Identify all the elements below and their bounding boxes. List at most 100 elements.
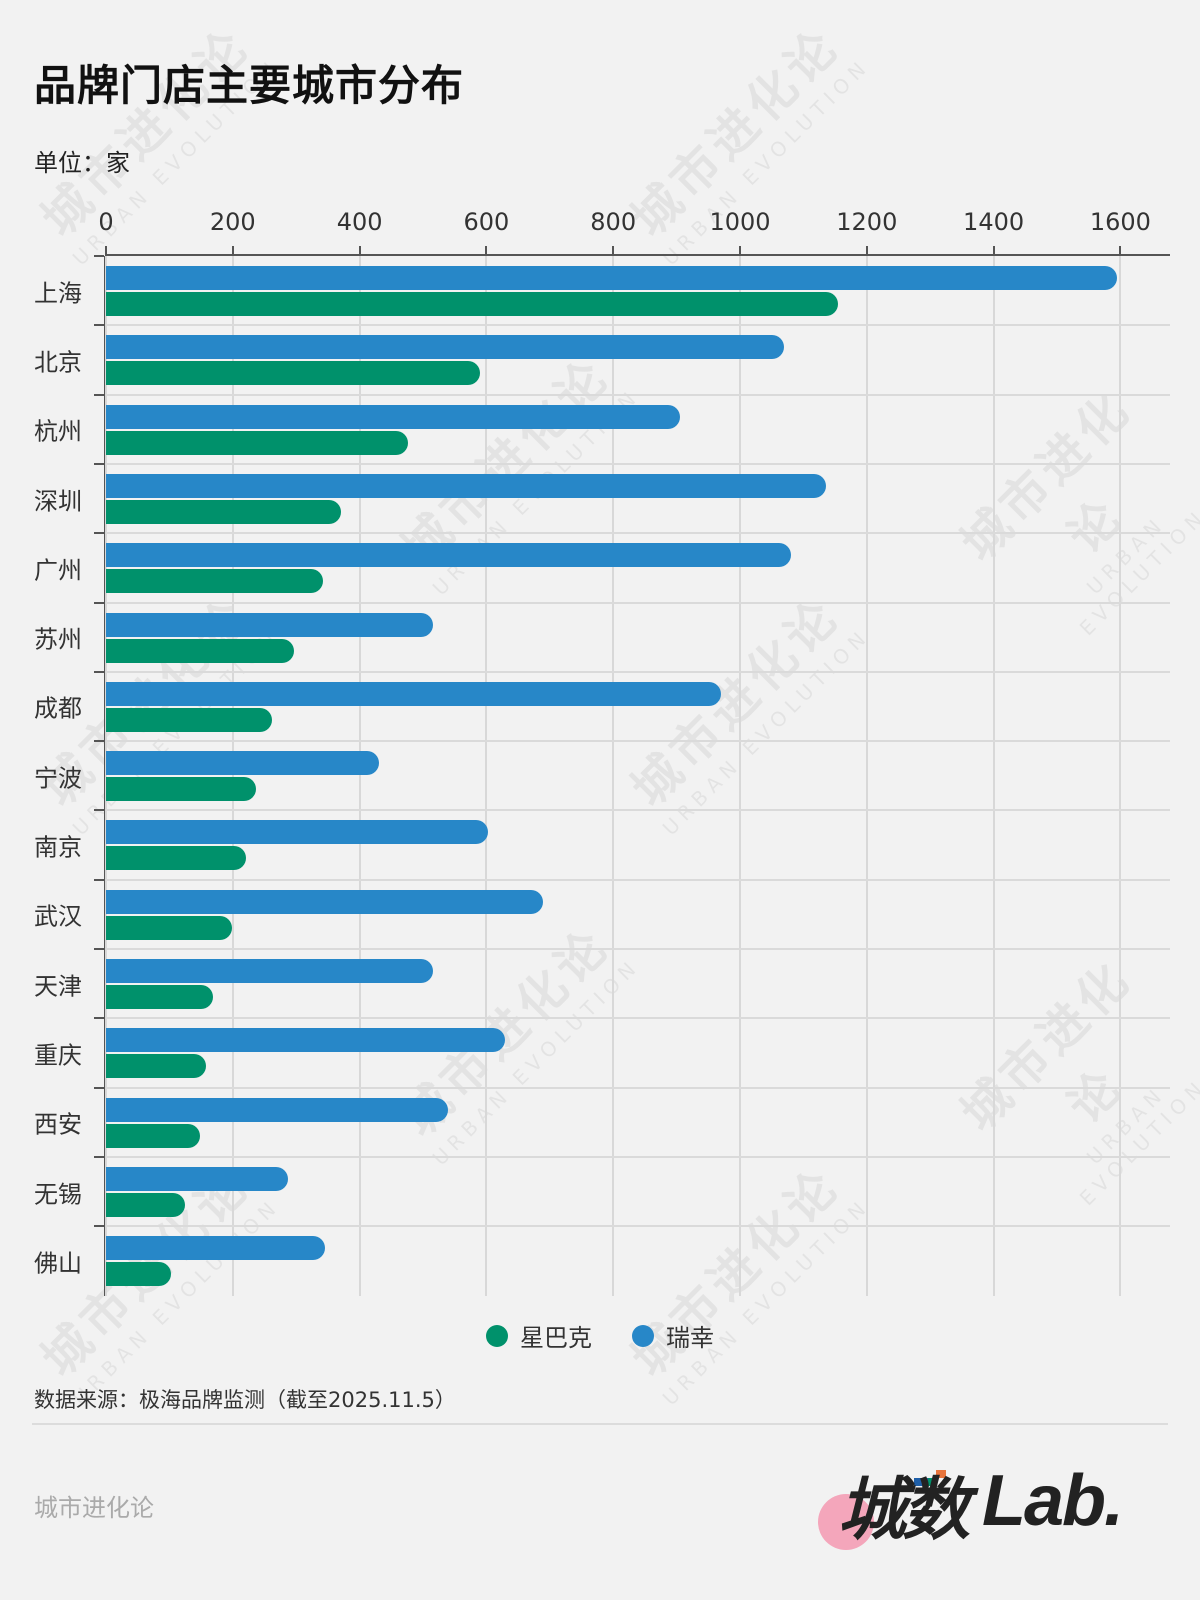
bar-luckin[interactable] xyxy=(106,889,544,914)
y-axis-tick xyxy=(94,1225,104,1228)
x-tick-label: 400 xyxy=(336,208,383,236)
y-category-label: 广州 xyxy=(34,556,82,585)
y-axis-tick xyxy=(94,1017,104,1020)
bar-luckin[interactable] xyxy=(106,266,1118,290)
starbucks-dot-icon xyxy=(486,1324,508,1347)
bar-starbucks[interactable] xyxy=(106,1192,186,1217)
logo-pink-circle-icon xyxy=(818,1494,874,1550)
data-source: 数据来源：极海品牌监测（截至2025.11.5） xyxy=(34,1388,456,1412)
y-axis-tick xyxy=(94,809,104,812)
y-axis-tick xyxy=(94,1155,104,1158)
x-tick-label: 1600 xyxy=(1089,208,1151,236)
y-category-label: 重庆 xyxy=(34,1041,82,1070)
bar-starbucks[interactable] xyxy=(106,707,273,732)
y-category-label: 武汉 xyxy=(34,902,82,931)
x-tick-label: 600 xyxy=(463,208,510,236)
y-category-label: 苏州 xyxy=(34,625,82,654)
bar-luckin[interactable] xyxy=(106,681,721,706)
gridline-vertical xyxy=(358,256,361,1296)
luckin-dot-icon xyxy=(632,1324,654,1347)
logo-accent-icon xyxy=(914,1478,928,1486)
y-axis-tick xyxy=(94,670,104,673)
bar-luckin[interactable] xyxy=(106,1028,506,1053)
y-axis-tick xyxy=(94,1086,104,1089)
bar-luckin[interactable] xyxy=(106,1236,325,1261)
y-axis-tick xyxy=(94,324,104,327)
gridline-vertical xyxy=(739,256,741,1296)
x-axis-tick xyxy=(1119,246,1122,256)
bar-starbucks[interactable] xyxy=(106,499,342,524)
x-axis-tick xyxy=(992,246,995,256)
bar-starbucks[interactable] xyxy=(106,292,839,316)
unit-label: 单位：家 xyxy=(34,149,130,177)
bar-starbucks[interactable] xyxy=(106,430,408,455)
bar-luckin[interactable] xyxy=(106,820,489,845)
plot-area xyxy=(94,246,1170,1296)
gridline-horizontal xyxy=(106,1225,1170,1228)
gridline-vertical xyxy=(1119,256,1122,1296)
gridline-horizontal xyxy=(106,393,1170,396)
y-axis-tick xyxy=(94,255,104,257)
x-axis-tick xyxy=(105,246,107,256)
y-axis-tick xyxy=(94,393,104,396)
gridline-horizontal xyxy=(106,948,1170,950)
logo-text-en: Lab. xyxy=(982,1461,1124,1541)
legend-label: 瑞幸 xyxy=(666,1324,714,1352)
gridline-vertical xyxy=(992,256,995,1296)
gridline-horizontal xyxy=(106,601,1170,604)
bar-luckin[interactable] xyxy=(106,751,380,776)
bar-starbucks[interactable] xyxy=(106,361,481,386)
gridline-horizontal xyxy=(106,670,1170,673)
legend: 星巴克 瑞幸 xyxy=(0,1318,1200,1353)
bar-luckin[interactable] xyxy=(106,473,826,498)
legend-item-luckin[interactable]: 瑞幸 xyxy=(632,1318,714,1353)
y-category-label: 成都 xyxy=(34,694,82,723)
bar-starbucks[interactable] xyxy=(106,777,257,802)
x-tick-label: 200 xyxy=(209,208,256,236)
bar-luckin[interactable] xyxy=(106,543,792,568)
x-axis-tick xyxy=(739,246,741,256)
bar-starbucks[interactable] xyxy=(106,846,247,871)
y-category-label: 西安 xyxy=(34,1110,82,1139)
logo-text-cn: 城数 xyxy=(838,1471,970,1550)
gridline-horizontal xyxy=(106,809,1170,812)
x-axis-tick xyxy=(612,246,615,256)
bar-luckin[interactable] xyxy=(106,959,434,983)
x-axis-tick xyxy=(231,246,234,256)
x-tick-label: 1400 xyxy=(963,208,1025,236)
gridline-horizontal xyxy=(106,1086,1170,1089)
y-category-label: 南京 xyxy=(34,833,82,862)
x-axis-tick xyxy=(358,246,361,256)
bar-starbucks[interactable] xyxy=(106,638,295,663)
chart-title: 品牌门店主要城市分布 xyxy=(34,61,465,110)
y-category-label: 佛山 xyxy=(34,1249,82,1278)
gridline-vertical xyxy=(231,256,234,1296)
y-axis-tick xyxy=(94,948,104,950)
x-axis-line xyxy=(106,254,1170,256)
footer-divider xyxy=(32,1423,1168,1425)
x-axis-tick xyxy=(865,246,868,256)
y-category-label: 无锡 xyxy=(34,1180,82,1209)
gridline-horizontal xyxy=(106,740,1170,743)
gridline-vertical xyxy=(105,256,107,1296)
bar-luckin[interactable] xyxy=(106,335,785,360)
legend-item-starbucks[interactable]: 星巴克 xyxy=(486,1318,592,1353)
bar-starbucks[interactable] xyxy=(106,915,232,940)
x-axis-tick xyxy=(485,246,488,256)
x-tick-label: 1000 xyxy=(709,208,771,236)
bar-luckin[interactable] xyxy=(106,404,680,429)
gridline-horizontal xyxy=(106,462,1170,465)
bar-starbucks[interactable] xyxy=(106,1054,207,1079)
bar-luckin[interactable] xyxy=(106,1166,288,1191)
gridline-horizontal xyxy=(106,1017,1170,1020)
y-category-label: 宁波 xyxy=(34,764,82,793)
bar-luckin[interactable] xyxy=(106,612,433,637)
bar-starbucks[interactable] xyxy=(106,1262,172,1287)
x-tick-label: 800 xyxy=(590,208,637,236)
bar-starbucks[interactable] xyxy=(106,985,214,1009)
bar-starbucks[interactable] xyxy=(106,569,324,594)
bar-starbucks[interactable] xyxy=(106,1123,201,1148)
logo-accent-icon xyxy=(936,1470,946,1478)
bar-luckin[interactable] xyxy=(106,1097,448,1122)
gridline-vertical xyxy=(612,256,615,1296)
